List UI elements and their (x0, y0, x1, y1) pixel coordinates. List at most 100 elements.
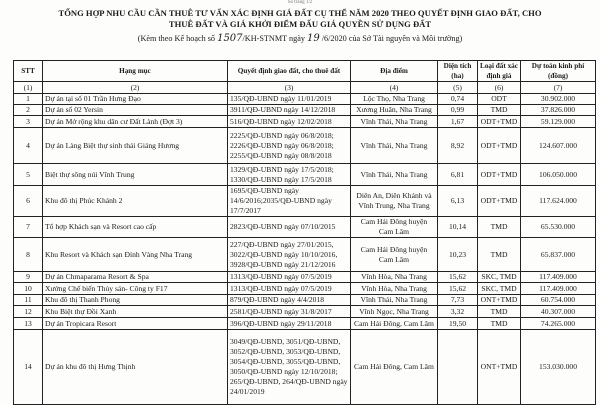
cell-area: 7,73 (437, 294, 478, 306)
cell-area: 19,50 (437, 317, 478, 330)
table-row: 12 Khu Biệt thự Đồi Xanh 2581/QĐ-UBND ngày… (13, 305, 596, 318)
cell-area: 0,99 (437, 104, 478, 116)
cell-name: Khu đô thị Thanh Phong (42, 294, 228, 306)
cell-stt: 3 (13, 115, 43, 128)
table-row: 13 Dự án Tropicara Resort 396/QĐ-UBND ngày… (13, 317, 596, 330)
project-table: STT Hạng mục Quyết định giao đất, cho thuê… (13, 60, 596, 405)
cell-name: Dự án số 02 Yersin (42, 104, 228, 116)
column-header: Diện tích (ha) (437, 60, 478, 82)
cell-name: Dự án Tropicara Resort (42, 317, 228, 330)
table-row: 9 Dự án Chmaparama Resort & Spa 1313/QĐ-UB… (13, 271, 596, 283)
cell-stt: 10 (13, 282, 43, 295)
cell-stt: 2 (13, 104, 43, 116)
cell-location: Vĩnh Hòa, Nha Trang (350, 282, 438, 295)
cell-stt: 5 (13, 163, 43, 186)
cell-stt: 13 (13, 317, 43, 330)
cell-location: Vĩnh Thái, Nha Trang (350, 127, 438, 164)
cell-decision: 396/QĐ-UBND ngày 29/11/2018 (227, 317, 351, 330)
cell-type: SKC, TMD (477, 282, 521, 295)
cell-decision: 516/QĐ-UBND ngày 12/02/2018 (227, 115, 351, 128)
cell-area: 3,32 (437, 305, 478, 318)
cell-stt: 12 (13, 305, 43, 318)
cell-stt: 4 (13, 127, 43, 164)
cell-decision: 1313/QĐ-UBND ngày 07/5/2019 (227, 282, 351, 295)
cell-name: Dự án Làng Biệt thự sinh thái Giáng Hươn… (42, 127, 228, 164)
cell-name: Khu Resort và Khách sạn Đỉnh Vàng Nha Tr… (42, 237, 228, 272)
cell-type: TMD (477, 237, 521, 272)
cell-type: ODT+TMD (477, 163, 521, 186)
cell-name: Dự án tại số 01 Trần Hưng Đạo (42, 93, 228, 105)
cell-location: Lộc Thọ, Nha Trang (350, 93, 438, 105)
cell-type: ODT+TMD (477, 127, 521, 164)
table-row: 14 Dự án khu đô thị Hưng Thịnh 3049/QĐ-UBN… (13, 329, 596, 405)
cell-location: Cam Hải Đông huyện Cam Lâm (350, 237, 438, 272)
cell-name: Dự án khu đô thị Hưng Thịnh (42, 329, 228, 405)
cell-cost: 117.409.000 (520, 271, 596, 283)
cell-cost: 124.607.000 (520, 127, 596, 164)
cell-decision: 227/QĐ-UBND ngày 27/01/2015, 3022/QĐ-UBN… (227, 237, 351, 272)
cell-area: 10,14 (437, 216, 478, 238)
cell-stt: 14 (13, 329, 43, 405)
cell-cost: 117.624.000 (520, 185, 596, 217)
cell-location: Vĩnh Thái, Nha Trang (350, 115, 438, 128)
cell-decision: 3049/QĐ-UBND, 3051/QĐ-UBND, 3052/QĐ-UBND… (227, 329, 351, 405)
cell-area: 8,92 (437, 127, 478, 164)
cell-type: ODT+TMD (477, 185, 521, 217)
cell-location: Xương Huân, Nha Trang (350, 104, 438, 116)
cell-name: Biệt thự sông núi Vĩnh Trung (42, 163, 228, 186)
title-line-2: THUÊ ĐẤT VÀ GIÁ KHỞI ĐIỂM ĐẤU GIÁ QUYỀN … (168, 19, 432, 29)
column-number-row: (1) (2) (3) (4) (5) (6) (7) (13, 81, 596, 94)
cell-decision: 2823/QĐ-UBND ngày 07/10/2015 (227, 216, 351, 238)
column-header: Loại đất xác định giá (477, 60, 521, 82)
cell-cost: 30.902.000 (520, 93, 596, 105)
cell-area: 10,23 (437, 237, 478, 272)
subtitle-suffix: /6/2020 của Sở Tài nguyên và Môi trường) (319, 34, 463, 43)
cell-cost: 74.265.000 (520, 317, 596, 330)
subtitle-mid: /KH-STNMT ngày (242, 34, 307, 43)
column-header: Địa điểm (350, 60, 438, 82)
cell-type: SKC, TMD (477, 271, 521, 283)
table-row: 6 Khu đô thị Phúc Khánh 2 1695/QĐ-UBND ngà… (13, 185, 596, 217)
cell-name: Dự án Chmaparama Resort & Spa (42, 271, 228, 283)
cell-cost: 117.409.000 (520, 282, 596, 295)
table-row: 11 Khu đô thị Thanh Phong 879/QĐ-UBND ngày… (13, 294, 596, 306)
title-line-1: TỔNG HỢP NHU CẦU CẦN THUÊ TƯ VẤN XÁC ĐỊN… (58, 8, 542, 18)
cell-type: ONT+TMD (477, 329, 521, 405)
cell-area (437, 329, 478, 405)
cell-name: Khu Biệt thự Đồi Xanh (42, 305, 228, 318)
cell-decision: 879/QĐ-UBND ngày 4/4/2018 (227, 294, 351, 306)
cell-name: Khu đô thị Phúc Khánh 2 (42, 185, 228, 217)
cell-name: Xưởng Chế biến Thủy sản- Công ty F17 (42, 282, 228, 295)
cell-location: Cam Hải Đông, Cam Lâm (350, 329, 438, 405)
cell-cost: 65.530.000 (520, 216, 596, 238)
table-row: 4 Dự án Làng Biệt thự sinh thái Giáng Hươ… (13, 127, 596, 164)
cell-location: Cam Hải Đông, Cam Lâm (350, 317, 438, 330)
cell-name: Tổ hợp Khách sạn và Resort cao cấp (42, 216, 228, 238)
column-number: (2) (42, 81, 228, 94)
cell-type: TMD (477, 216, 521, 238)
cell-stt: 6 (13, 185, 43, 217)
cell-decision: 1695/QĐ-UBND ngày 14/6/2016;2035/QĐ-UBND… (227, 185, 351, 217)
cell-location: Vĩnh Hòa, Nha Trang (350, 271, 438, 283)
column-number: (6) (477, 81, 521, 94)
cell-location: Vĩnh Thái, Nha Trang (350, 294, 438, 306)
column-header: Quyết định giao đất, cho thuê đất (227, 60, 351, 82)
cell-area: 6,13 (437, 185, 478, 217)
column-number: (4) (350, 81, 438, 94)
table-row: 2 Dự án số 02 Yersin 3911/QĐ-UBND ngày 14/… (13, 104, 596, 116)
cell-area: 0,74 (437, 93, 478, 105)
cell-stt: 7 (13, 216, 43, 238)
cell-stt: 1 (13, 93, 43, 105)
cell-type: TMD (477, 104, 521, 116)
cell-cost: 37.826.000 (520, 104, 596, 116)
column-header: Dự toán kinh phí (đồng) (520, 60, 596, 82)
cell-stt: 9 (13, 271, 43, 283)
cell-type: ONT+TMD (477, 294, 521, 306)
cell-location: Vĩnh Thái, Nha Trang (350, 163, 438, 186)
cell-decision: 1313/QĐ-UBND ngày 07/5/2019 (227, 271, 351, 283)
cell-cost: 106.050.000 (520, 163, 596, 186)
cell-area: 1,67 (437, 115, 478, 128)
table-row: 10 Xưởng Chế biến Thủy sản- Công ty F17 13… (13, 282, 596, 295)
table-row: 5 Biệt thự sông núi Vĩnh Trung 1329/QĐ-UBN… (13, 163, 596, 186)
column-header: Hạng mục (42, 60, 228, 82)
